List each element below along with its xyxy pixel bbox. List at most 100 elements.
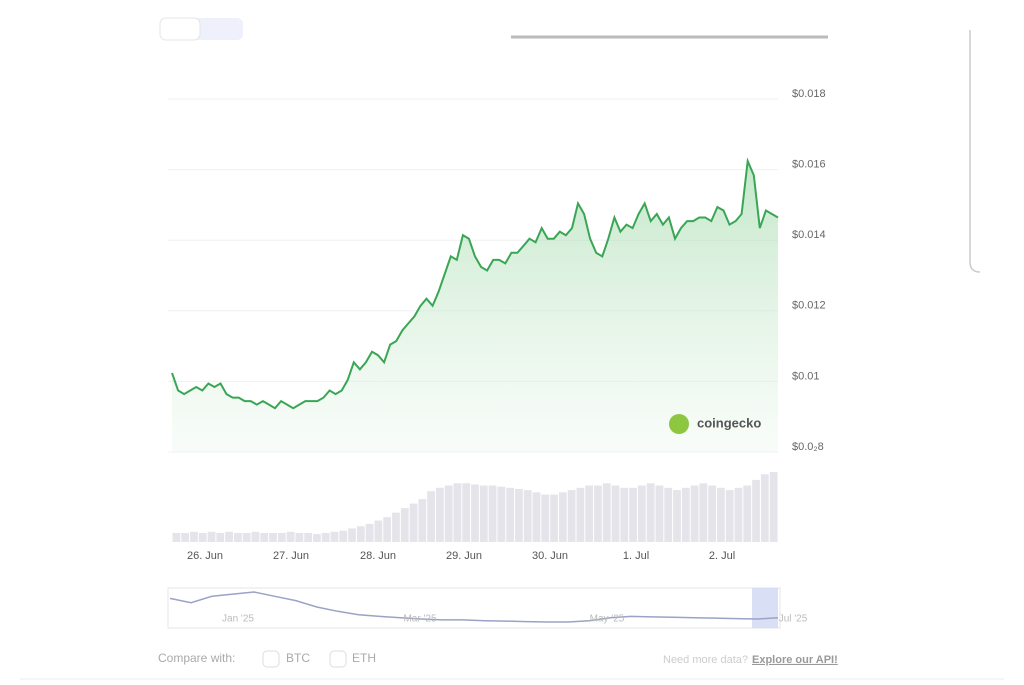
price-line (171, 157, 779, 410)
volume-bar (655, 485, 664, 542)
y-tick-label: $0.016 (792, 159, 826, 171)
volume-bar (409, 503, 418, 542)
api-link[interactable]: Explore our API! (752, 654, 838, 666)
volume-bar (743, 485, 752, 542)
volume-bar (269, 532, 277, 542)
volume-bar (260, 532, 269, 542)
volume-bar (365, 523, 374, 542)
volume-bar (506, 487, 515, 542)
y-tick-label: $0.0₂8 (792, 441, 824, 453)
volume-bar (479, 485, 488, 542)
volume-bar (717, 487, 725, 542)
volume-bar (453, 483, 462, 542)
volume-bar (207, 531, 216, 542)
volume-bar (734, 487, 743, 542)
volume-bar (216, 532, 225, 542)
volume-bar (760, 474, 769, 542)
volume-bar (541, 494, 550, 542)
volume-bar (690, 485, 699, 542)
volume-bar (418, 499, 427, 542)
compare-option[interactable]: BTC (286, 651, 310, 665)
navigator-label: Jan '25 (222, 614, 254, 625)
volume-bar (550, 494, 558, 542)
volume-bar (427, 491, 435, 542)
volume-bar (321, 532, 330, 542)
range-option[interactable] (159, 17, 201, 41)
volume-bar (313, 534, 321, 542)
side-panel (969, 30, 981, 273)
volume-bar (330, 531, 339, 542)
volume-bar (558, 492, 567, 542)
y-tick-label: $0.018 (792, 88, 826, 100)
navigator-selection[interactable] (752, 588, 778, 628)
volume-bar (576, 487, 585, 542)
volume-bar (242, 532, 251, 542)
volume-bar (664, 487, 673, 542)
volume-bar (374, 520, 383, 542)
price-area (172, 161, 778, 452)
volume-bar (585, 485, 594, 542)
volume-bar (233, 532, 242, 542)
volume-bar (225, 531, 233, 542)
volume-bar (462, 483, 471, 542)
volume-bar (383, 517, 392, 542)
volume-bar (190, 531, 198, 542)
navigator-label: Mar '25 (403, 614, 436, 625)
checkbox[interactable] (262, 650, 280, 668)
compare-option[interactable]: ETH (352, 651, 376, 665)
volume-bar (277, 532, 286, 542)
navigator (167, 587, 781, 629)
volume-bar (251, 531, 260, 542)
volume-bar (620, 487, 629, 542)
x-tick-label: 27. Jun (273, 550, 309, 562)
volume-bar (172, 532, 181, 542)
checkbox[interactable] (329, 650, 347, 668)
volume-bar (497, 486, 506, 542)
volume-bar (567, 490, 576, 542)
volume-bar (181, 532, 190, 542)
logo (669, 414, 689, 434)
volume-bar (725, 490, 734, 542)
volume-bar (602, 483, 611, 542)
volume-bar (673, 490, 681, 542)
y-tick-label: $0.012 (792, 300, 826, 312)
volume-bar (304, 532, 313, 542)
y-tick-label: $0.01 (792, 370, 820, 382)
x-tick-label: 1. Jul (623, 550, 649, 562)
x-tick-label: 30. Jun (532, 550, 568, 562)
volume-bar (286, 531, 295, 542)
volume-bar (356, 526, 365, 542)
volume-bar (515, 488, 523, 542)
volume-bar (348, 528, 356, 542)
navigator-label: May '25 (590, 614, 625, 625)
navigator-line (169, 591, 779, 623)
volume-bar (629, 487, 637, 542)
volume-bar (699, 483, 708, 542)
api-question: Need more data? (663, 654, 748, 666)
watermark: coingecko (697, 415, 761, 430)
y-tick-label: $0.014 (792, 229, 826, 241)
volume-bar (488, 485, 497, 542)
volume-bar (400, 508, 409, 542)
volume-bar (752, 479, 760, 542)
volume-bar (435, 487, 444, 542)
volume-bar (611, 485, 620, 542)
volume-bar (646, 483, 655, 542)
volume-bar (523, 490, 532, 542)
x-tick-label: 2. Jul (709, 550, 735, 562)
x-tick-label: 26. Jun (187, 550, 223, 562)
volume-bar (594, 485, 602, 542)
volume-bar (198, 532, 207, 542)
volume-bar (532, 492, 541, 542)
volume-bar (769, 472, 778, 542)
x-tick-label: 29. Jun (446, 550, 482, 562)
navigator-label: Jul '25 (779, 614, 808, 625)
volume-bar (708, 485, 717, 542)
compare-label: Compare with: (158, 651, 235, 665)
x-tick-label: 28. Jun (360, 550, 396, 562)
volume-bar (637, 485, 646, 542)
volume-bar (681, 487, 690, 542)
volume-bar (471, 484, 479, 542)
